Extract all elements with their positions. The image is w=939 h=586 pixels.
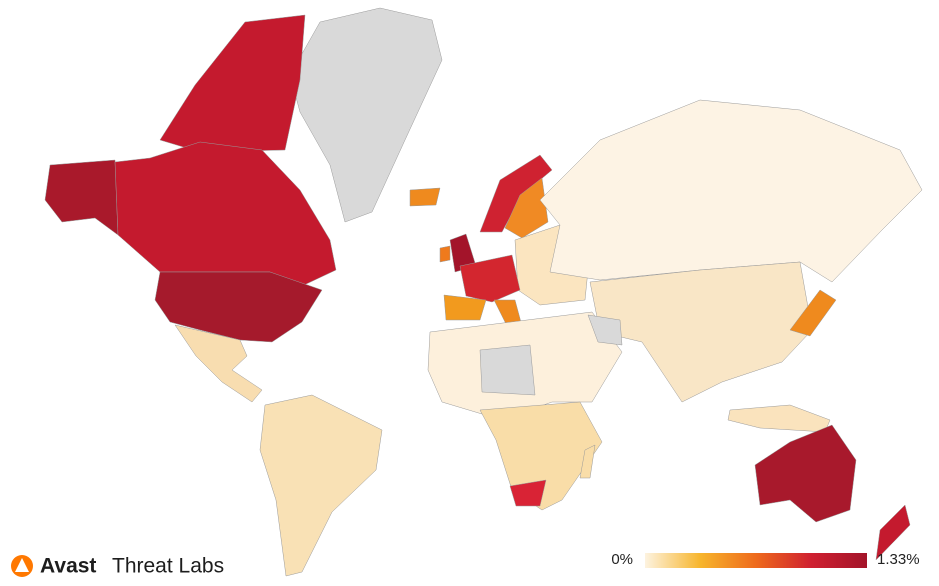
central-america [174,324,263,403]
russia [539,99,923,283]
no-data [587,314,623,346]
ireland [439,245,451,263]
greenland [289,7,443,223]
japan [789,289,837,337]
legend: 0% 1.33% [611,551,920,568]
countries [44,7,923,577]
canada [114,141,337,287]
brand-name: Avast [40,555,96,578]
south-america [259,394,383,577]
legend-min-label: 0% [611,551,633,568]
southern-africa [479,401,603,511]
new-zealand [875,504,911,561]
usa [154,271,323,343]
brand-product: Threat Labs [112,555,224,578]
canada-islands [159,14,306,153]
indonesia [727,404,831,433]
western-europe [459,254,521,303]
madagascar [579,444,596,479]
spain [443,294,487,321]
alaska [44,159,119,236]
norway [479,154,553,233]
no-data [479,344,536,396]
iceland [409,187,441,207]
south-africa [509,479,547,507]
brand: Avast Threat Labs [11,555,224,578]
legend-max-label: 1.33% [877,551,920,568]
asia [589,261,813,403]
brand-logo-mark [15,558,29,572]
australia [754,424,857,523]
legend-gradient [645,553,867,568]
